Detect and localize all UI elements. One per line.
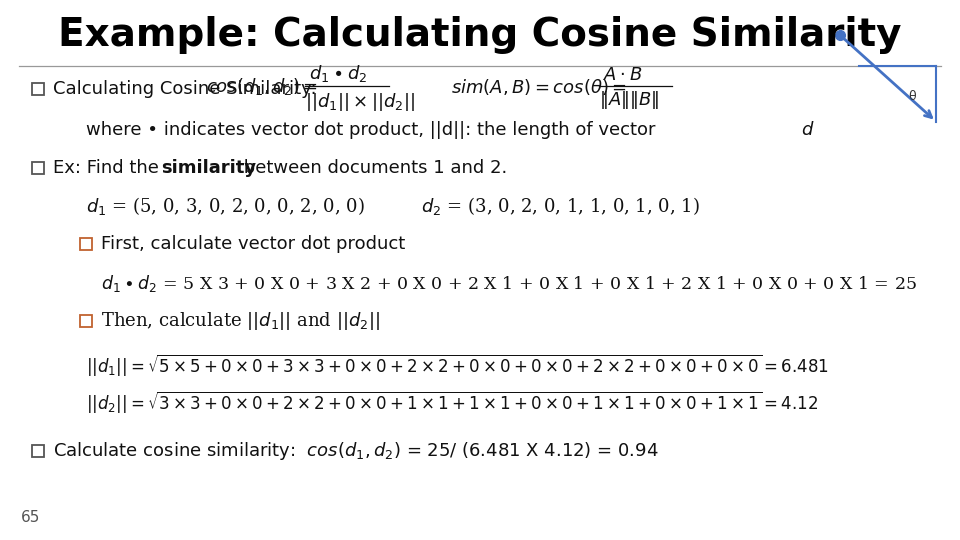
Text: $sim(A,B)=cos(\theta)=$: $sim(A,B)=cos(\theta)=$ — [451, 77, 627, 97]
Text: $d_1$ = (5, 0, 3, 0, 2, 0, 0, 2, 0, 0)          $d_2$ = (3, 0, 2, 0, 1, 1, 0, 1,: $d_1$ = (5, 0, 3, 0, 2, 0, 0, 2, 0, 0) $… — [86, 195, 700, 217]
Text: between documents 1 and 2.: between documents 1 and 2. — [238, 159, 507, 178]
Text: similarity: similarity — [161, 159, 256, 178]
Text: $A \cdot B$: $A \cdot B$ — [603, 65, 642, 84]
Text: d: d — [802, 120, 813, 139]
Text: Calculating Cosine Similarity:: Calculating Cosine Similarity: — [53, 79, 317, 98]
Text: Calculate cosine similarity:  $cos(d_1, d_2)$ = 25/ (6.481 X 4.12) = 0.94: Calculate cosine similarity: $cos(d_1, d… — [53, 440, 659, 462]
Text: Ex: Find the: Ex: Find the — [53, 159, 164, 178]
Text: Example: Calculating Cosine Similarity: Example: Calculating Cosine Similarity — [59, 16, 901, 54]
Text: 65: 65 — [21, 510, 40, 525]
Text: First, calculate vector dot product: First, calculate vector dot product — [101, 235, 405, 253]
Text: $d_1\bullet d_2$ = 5 X 3 + 0 X 0 + 3 X 2 + 0 X 0 + 2 X 1 + 0 X 1 + 0 X 1 + 2 X 1: $d_1\bullet d_2$ = 5 X 3 + 0 X 0 + 3 X 2… — [101, 273, 917, 294]
Text: where • indicates vector dot product, ||d||: the length of vector: where • indicates vector dot product, ||… — [86, 120, 661, 139]
Text: $||d_2||=\sqrt{3\times3+0\times0+2\times2+0\times0+1\times1+1\times1+0\times0+1\: $||d_2||=\sqrt{3\times3+0\times0+2\times… — [86, 389, 819, 415]
Text: $||d_1||\times||d_2||$: $||d_1||\times||d_2||$ — [305, 91, 416, 113]
Text: $cos(d_1,d_2)=$: $cos(d_1,d_2)=$ — [206, 77, 319, 97]
Text: $\|A\|\|B\|$: $\|A\|\|B\|$ — [599, 90, 660, 111]
Text: $d_1 \bullet d_2$: $d_1 \bullet d_2$ — [309, 63, 368, 84]
Text: $||d_1||=\sqrt{5\times5+0\times0+3\times3+0\times0+2\times2+0\times0+0\times0+2\: $||d_1||=\sqrt{5\times5+0\times0+3\times… — [86, 352, 829, 377]
Text: Then, calculate $||d_1||$ and $||d_2||$: Then, calculate $||d_1||$ and $||d_2||$ — [101, 310, 380, 332]
Text: θ: θ — [908, 90, 916, 103]
